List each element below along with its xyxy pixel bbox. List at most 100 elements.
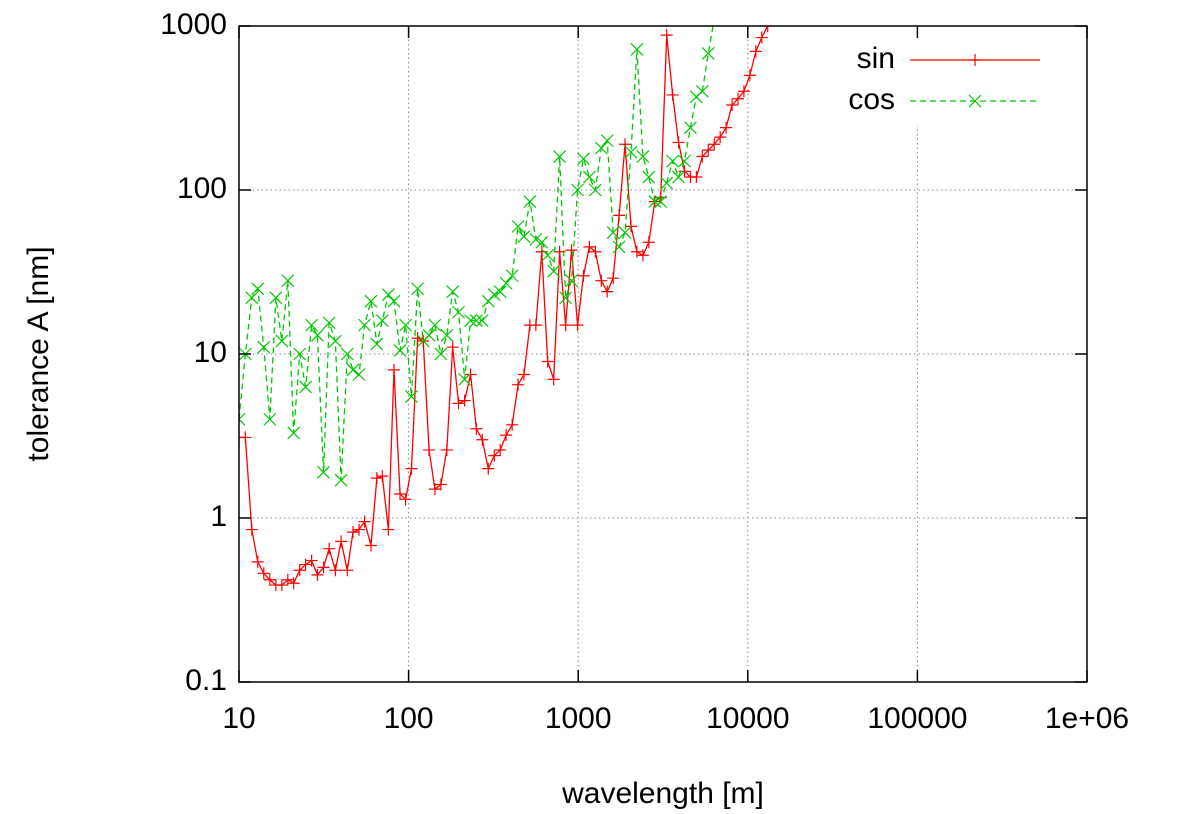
legend: sin cos — [815, 36, 1040, 126]
y-tick-label: 10 — [194, 336, 227, 369]
point — [672, 170, 685, 184]
point — [458, 372, 472, 386]
point — [505, 269, 519, 283]
point — [559, 291, 573, 305]
point — [619, 138, 632, 151]
point — [257, 340, 271, 354]
point — [329, 564, 342, 577]
point — [701, 47, 715, 60]
point — [582, 170, 596, 184]
point — [405, 390, 418, 404]
point — [263, 573, 276, 586]
point — [341, 564, 354, 577]
point — [541, 248, 555, 262]
point — [470, 422, 483, 435]
point — [411, 282, 425, 296]
point — [340, 347, 354, 361]
point — [263, 412, 277, 426]
point — [517, 230, 531, 243]
point — [317, 561, 330, 574]
point — [588, 183, 602, 197]
point — [394, 488, 407, 501]
point — [434, 478, 447, 491]
y-tick-label: 100 — [177, 172, 227, 205]
axes: 10 100 1000 10000 100000 1e+06 0.1 1 10 100 1000 — [160, 8, 1129, 735]
point — [612, 240, 626, 254]
point — [405, 462, 418, 475]
point — [565, 274, 579, 288]
point — [287, 426, 301, 440]
point — [428, 318, 442, 332]
x-tick-label: 100 — [384, 702, 434, 735]
point — [440, 443, 453, 456]
point — [695, 84, 709, 98]
point — [600, 134, 614, 148]
x-tick-label: 1e+06 — [1045, 702, 1129, 735]
point — [251, 555, 264, 568]
point — [726, 98, 739, 111]
point — [636, 249, 649, 262]
point — [607, 272, 620, 285]
point — [594, 141, 608, 155]
point — [499, 276, 513, 290]
point — [618, 226, 632, 240]
point — [690, 171, 703, 184]
point — [399, 318, 413, 332]
point — [335, 535, 348, 548]
point — [666, 88, 679, 101]
point — [494, 443, 507, 456]
point — [517, 368, 530, 381]
point — [731, 92, 744, 105]
point — [624, 145, 638, 159]
point — [511, 219, 525, 233]
point — [239, 412, 246, 426]
y-axis-label: tolerance A [nm] — [22, 246, 55, 461]
point — [358, 318, 371, 332]
point — [446, 341, 459, 354]
point — [275, 334, 289, 348]
point — [317, 465, 330, 479]
point — [666, 154, 680, 168]
point — [625, 220, 638, 233]
point — [642, 170, 656, 184]
point — [642, 236, 655, 249]
point — [452, 305, 465, 319]
point — [434, 347, 448, 361]
point — [488, 449, 501, 462]
point — [393, 344, 407, 357]
point — [487, 288, 501, 302]
point — [346, 363, 360, 377]
point — [376, 470, 389, 483]
point — [275, 579, 288, 592]
point — [535, 235, 549, 249]
point — [353, 523, 366, 536]
point — [506, 418, 519, 431]
point — [293, 347, 307, 361]
point — [269, 291, 283, 305]
point — [547, 264, 561, 278]
point — [322, 316, 336, 330]
point — [755, 31, 768, 44]
point — [251, 282, 265, 296]
point — [293, 564, 306, 577]
point — [583, 240, 596, 253]
point — [660, 176, 674, 190]
series-line — [239, 26, 769, 586]
point — [364, 539, 377, 552]
point — [464, 368, 477, 381]
point — [375, 314, 389, 327]
point — [364, 294, 378, 308]
point — [553, 150, 567, 163]
point — [500, 429, 513, 442]
point — [458, 394, 471, 407]
y-tick-label: 1000 — [160, 8, 227, 41]
point — [613, 209, 626, 222]
point — [968, 94, 982, 108]
x-tick-label: 1000 — [545, 702, 612, 735]
point — [523, 195, 537, 208]
point — [708, 13, 720, 25]
y-tick-label: 1 — [210, 500, 227, 533]
point — [630, 245, 643, 258]
point — [334, 473, 348, 487]
point — [475, 314, 489, 327]
